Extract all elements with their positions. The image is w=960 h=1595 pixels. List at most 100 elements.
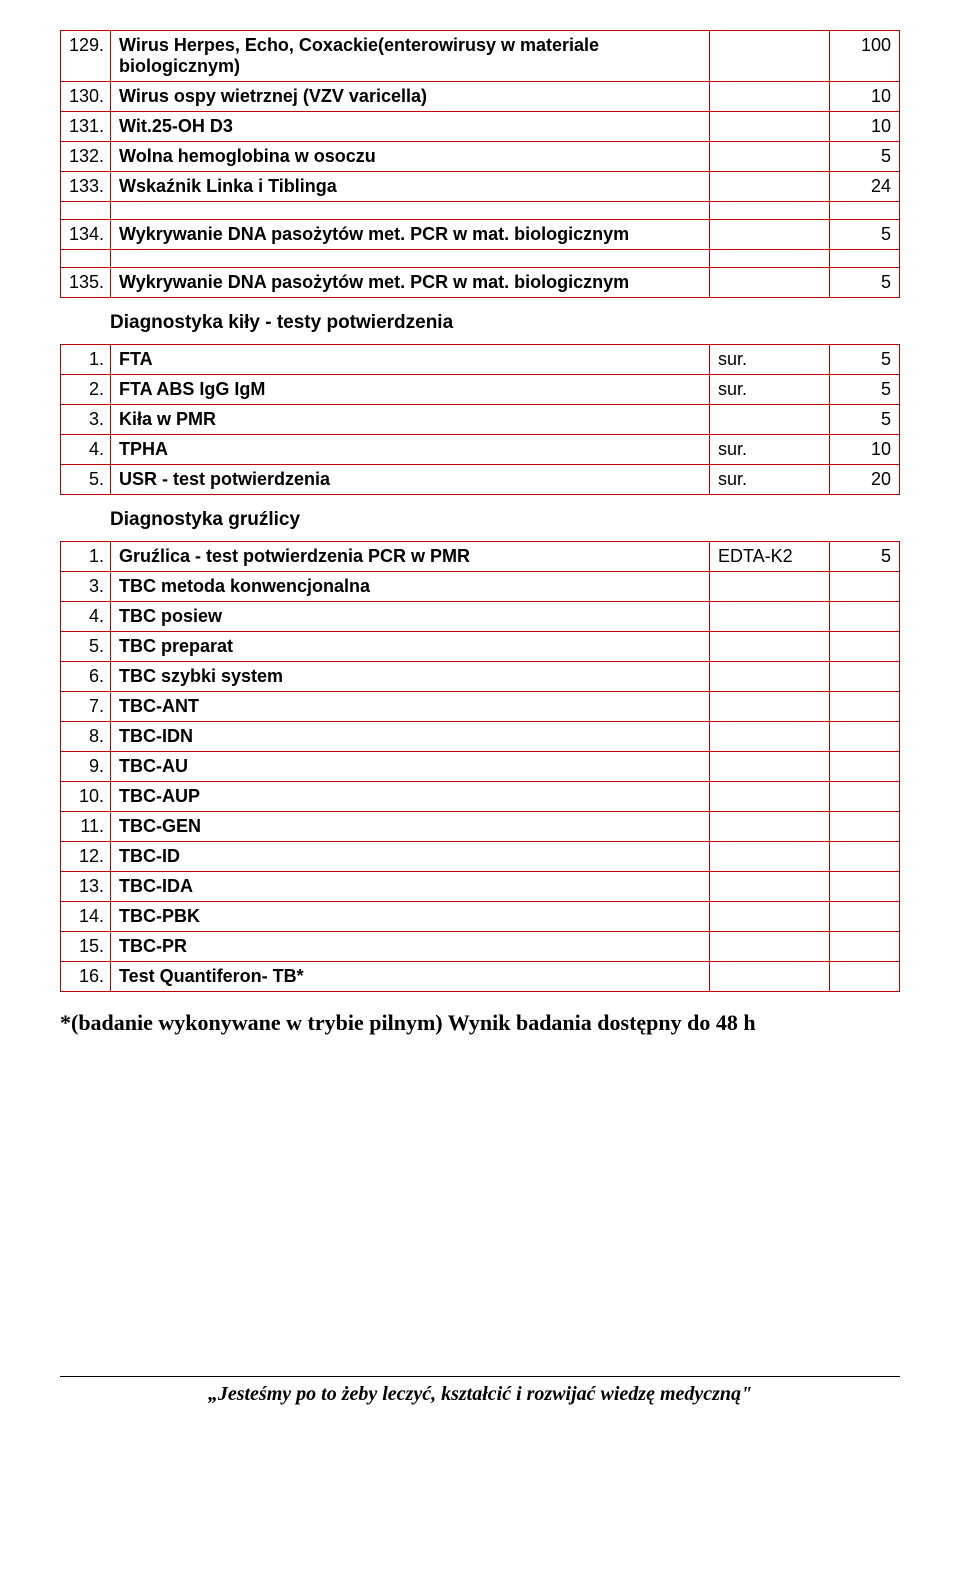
row-name: Wirus ospy wietrznej (VZV varicella) [111,82,710,112]
row-days [830,572,900,602]
table-row: 12.TBC-ID [61,842,900,872]
table-gruzlicy: 1.Gruźlica - test potwierdzenia PCR w PM… [60,541,900,992]
row-number: 2. [61,375,111,405]
row-name: Kiła w PMR [111,405,710,435]
row-number: 10. [61,782,111,812]
table-row: 134.Wykrywanie DNA pasożytów met. PCR w … [61,220,900,250]
row-days [830,902,900,932]
row-number: 3. [61,572,111,602]
row-name: Wykrywanie DNA pasożytów met. PCR w mat.… [111,220,710,250]
footer-text: „Jesteśmy po to żeby leczyć, kształcić i… [60,1376,900,1406]
table-gap-row [61,250,900,268]
row-sample [710,82,830,112]
row-days [830,812,900,842]
table-row: 5.USR - test potwierdzeniasur.20 [61,465,900,495]
row-sample [710,812,830,842]
row-number: 6. [61,662,111,692]
row-days [830,872,900,902]
table-row: 8.TBC-IDN [61,722,900,752]
row-number: 4. [61,435,111,465]
row-number: 4. [61,602,111,632]
row-number: 13. [61,872,111,902]
row-name: TBC-AUP [111,782,710,812]
row-name: TBC-IDN [111,722,710,752]
row-number: 1. [61,542,111,572]
row-sample [710,112,830,142]
row-days: 5 [830,375,900,405]
row-days: 5 [830,345,900,375]
row-sample [710,962,830,992]
row-name: Wirus Herpes, Echo, Coxackie(enterowirus… [111,31,710,82]
row-number: 9. [61,752,111,782]
row-name: TBC-ANT [111,692,710,722]
row-name: TPHA [111,435,710,465]
row-number: 132. [61,142,111,172]
row-name: Test Quantiferon- TB* [111,962,710,992]
row-days [830,722,900,752]
row-sample [710,902,830,932]
row-sample [710,842,830,872]
row-sample [710,872,830,902]
table-row: 14.TBC-PBK [61,902,900,932]
row-number: 5. [61,465,111,495]
row-sample [710,268,830,298]
row-name: Wykrywanie DNA pasożytów met. PCR w mat.… [111,268,710,298]
row-days: 10 [830,435,900,465]
row-name: TBC-PBK [111,902,710,932]
table-main: 129.Wirus Herpes, Echo, Coxackie(enterow… [60,30,900,298]
row-number: 133. [61,172,111,202]
footnote-text: *(badanie wykonywane w trybie pilnym) Wy… [60,1010,900,1036]
row-name: Gruźlica - test potwierdzenia PCR w PMR [111,542,710,572]
row-name: TBC szybki system [111,662,710,692]
table-row: 1.FTAsur.5 [61,345,900,375]
row-sample: sur. [710,375,830,405]
section-title-gruzlicy: Diagnostyka gruźlicy [110,509,900,531]
row-days: 100 [830,31,900,82]
row-sample [710,602,830,632]
row-name: TBC posiew [111,602,710,632]
table-row: 4.TBC posiew [61,602,900,632]
row-sample [710,405,830,435]
row-days: 5 [830,542,900,572]
row-number: 11. [61,812,111,842]
table-row: 2.FTA ABS IgG IgMsur.5 [61,375,900,405]
row-name: Wskaźnik Linka i Tiblinga [111,172,710,202]
row-sample [710,572,830,602]
row-sample [710,722,830,752]
row-days [830,632,900,662]
row-number: 3. [61,405,111,435]
row-number: 15. [61,932,111,962]
table-row: 1.Gruźlica - test potwierdzenia PCR w PM… [61,542,900,572]
row-number: 131. [61,112,111,142]
row-number: 8. [61,722,111,752]
table-row: 135.Wykrywanie DNA pasożytów met. PCR w … [61,268,900,298]
row-sample: sur. [710,345,830,375]
row-name: TBC-IDA [111,872,710,902]
row-name: TBC-GEN [111,812,710,842]
row-sample [710,932,830,962]
row-days [830,752,900,782]
row-number: 14. [61,902,111,932]
row-days: 5 [830,268,900,298]
row-sample [710,752,830,782]
row-name: TBC-ID [111,842,710,872]
row-name: Wit.25-OH D3 [111,112,710,142]
table-row: 16.Test Quantiferon- TB* [61,962,900,992]
row-number: 129. [61,31,111,82]
row-name: FTA ABS IgG IgM [111,375,710,405]
table-row: 9.TBC-AU [61,752,900,782]
table-row: 130.Wirus ospy wietrznej (VZV varicella)… [61,82,900,112]
row-sample [710,142,830,172]
table-row: 13.TBC-IDA [61,872,900,902]
table-row: 132.Wolna hemoglobina w osoczu5 [61,142,900,172]
row-number: 7. [61,692,111,722]
table-row: 133.Wskaźnik Linka i Tiblinga24 [61,172,900,202]
row-days: 5 [830,405,900,435]
table-row: 131.Wit.25-OH D310 [61,112,900,142]
row-name: TBC preparat [111,632,710,662]
row-days [830,932,900,962]
table-row: 7.TBC-ANT [61,692,900,722]
table-row: 3.TBC metoda konwencjonalna [61,572,900,602]
row-number: 5. [61,632,111,662]
row-sample [710,220,830,250]
